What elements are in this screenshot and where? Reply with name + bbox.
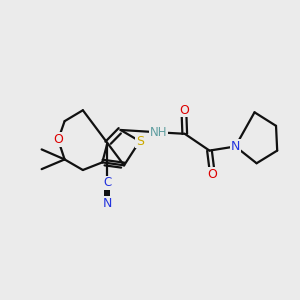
Text: O: O [208,168,218,181]
Text: C: C [103,176,111,190]
Text: N: N [231,140,240,153]
Text: N: N [103,197,112,210]
Text: S: S [136,135,144,148]
Text: O: O [179,104,189,117]
Text: O: O [53,133,63,146]
Text: NH: NH [150,126,168,139]
